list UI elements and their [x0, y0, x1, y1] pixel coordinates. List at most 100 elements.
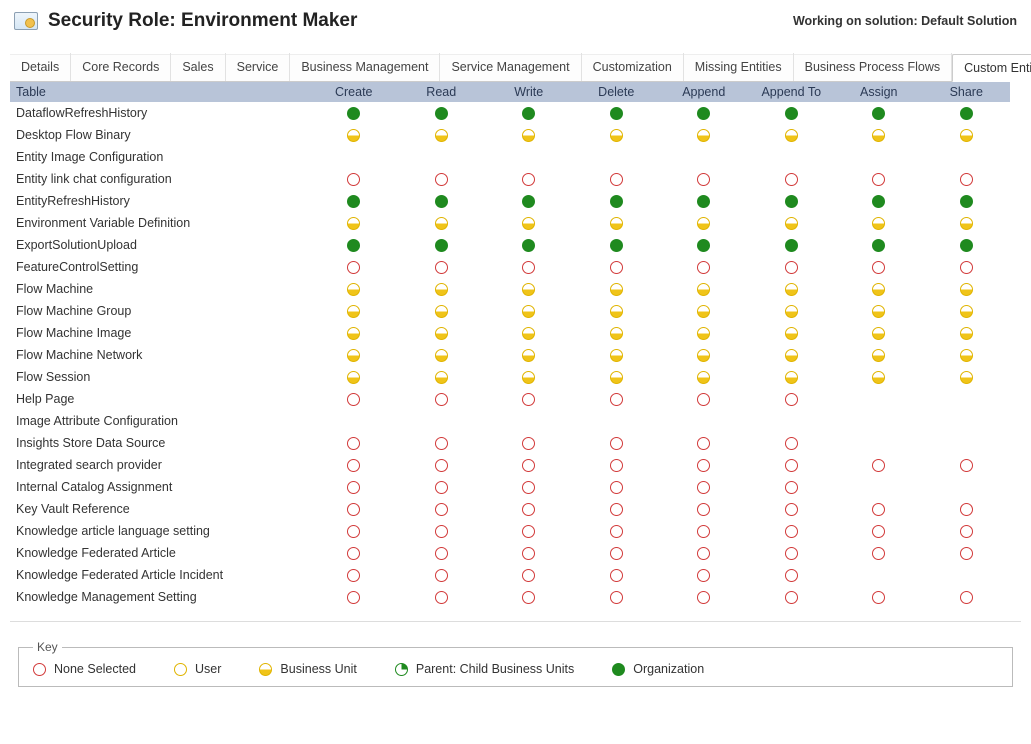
- privilege-dot-none[interactable]: [522, 503, 535, 516]
- privilege-dot-bu[interactable]: [347, 283, 360, 296]
- privilege-dot-org[interactable]: [610, 195, 623, 208]
- privilege-dot-bu[interactable]: [697, 217, 710, 230]
- privilege-dot-none[interactable]: [522, 481, 535, 494]
- privilege-dot-bu[interactable]: [610, 283, 623, 296]
- privilege-dot-org[interactable]: [697, 239, 710, 252]
- privilege-dot-none[interactable]: [610, 503, 623, 516]
- privilege-dot-bu[interactable]: [522, 283, 535, 296]
- privilege-dot-none[interactable]: [347, 547, 360, 560]
- privilege-dot-none[interactable]: [872, 261, 885, 274]
- tab-business-process-flows[interactable]: Business Process Flows: [794, 53, 952, 81]
- privilege-dot-none[interactable]: [697, 503, 710, 516]
- privilege-dot-none[interactable]: [435, 503, 448, 516]
- privilege-dot-org[interactable]: [610, 239, 623, 252]
- privilege-dot-bu[interactable]: [697, 327, 710, 340]
- privilege-dot-bu[interactable]: [785, 129, 798, 142]
- privilege-dot-none[interactable]: [435, 525, 448, 538]
- privilege-dot-none[interactable]: [347, 393, 360, 406]
- privilege-dot-bu[interactable]: [610, 217, 623, 230]
- privilege-dot-bu[interactable]: [697, 371, 710, 384]
- privilege-dot-none[interactable]: [697, 481, 710, 494]
- column-header-write[interactable]: Write: [485, 82, 573, 102]
- privilege-dot-none[interactable]: [872, 525, 885, 538]
- privilege-dot-none[interactable]: [785, 503, 798, 516]
- privilege-dot-none[interactable]: [610, 173, 623, 186]
- column-header-create[interactable]: Create: [310, 82, 398, 102]
- privilege-dot-bu[interactable]: [960, 217, 973, 230]
- privilege-dot-bu[interactable]: [522, 371, 535, 384]
- column-header-read[interactable]: Read: [398, 82, 486, 102]
- privilege-dot-bu[interactable]: [435, 283, 448, 296]
- privilege-dot-bu[interactable]: [960, 371, 973, 384]
- privilege-dot-org[interactable]: [435, 195, 448, 208]
- privilege-dot-bu[interactable]: [522, 217, 535, 230]
- privilege-dot-none[interactable]: [697, 393, 710, 406]
- privilege-dot-bu[interactable]: [785, 371, 798, 384]
- tab-core-records[interactable]: Core Records: [71, 53, 171, 81]
- privilege-dot-none[interactable]: [785, 591, 798, 604]
- privilege-dot-none[interactable]: [960, 547, 973, 560]
- privilege-dot-none[interactable]: [522, 569, 535, 582]
- tab-missing-entities[interactable]: Missing Entities: [684, 53, 794, 81]
- privilege-dot-none[interactable]: [960, 459, 973, 472]
- privilege-dot-none[interactable]: [347, 459, 360, 472]
- privilege-dot-bu[interactable]: [522, 349, 535, 362]
- privilege-dot-bu[interactable]: [697, 349, 710, 362]
- privilege-dot-none[interactable]: [785, 547, 798, 560]
- privilege-dot-none[interactable]: [435, 437, 448, 450]
- privilege-dot-bu[interactable]: [960, 129, 973, 142]
- privilege-dot-org[interactable]: [522, 107, 535, 120]
- privilege-dot-bu[interactable]: [610, 371, 623, 384]
- privilege-dot-bu[interactable]: [347, 327, 360, 340]
- privilege-dot-org[interactable]: [697, 107, 710, 120]
- privilege-dot-none[interactable]: [697, 261, 710, 274]
- privilege-dot-org[interactable]: [347, 107, 360, 120]
- privilege-dot-none[interactable]: [522, 173, 535, 186]
- privilege-dot-none[interactable]: [522, 437, 535, 450]
- privilege-dot-none[interactable]: [697, 569, 710, 582]
- privilege-dot-none[interactable]: [347, 173, 360, 186]
- column-header-assign[interactable]: Assign: [835, 82, 923, 102]
- tab-service[interactable]: Service: [226, 53, 291, 81]
- privilege-dot-org[interactable]: [960, 195, 973, 208]
- privilege-dot-none[interactable]: [697, 173, 710, 186]
- privilege-dot-none[interactable]: [347, 591, 360, 604]
- privilege-dot-none[interactable]: [347, 261, 360, 274]
- privilege-dot-org[interactable]: [435, 107, 448, 120]
- privilege-dot-none[interactable]: [347, 503, 360, 516]
- column-header-table[interactable]: Table: [10, 82, 310, 102]
- privilege-dot-bu[interactable]: [610, 305, 623, 318]
- privilege-dot-bu[interactable]: [435, 327, 448, 340]
- privilege-dot-none[interactable]: [610, 481, 623, 494]
- privilege-dot-bu[interactable]: [435, 129, 448, 142]
- privilege-grid-scroll[interactable]: TableCreateReadWriteDeleteAppendAppend T…: [10, 82, 1021, 622]
- tab-custom-entities[interactable]: Custom Entities: [952, 54, 1031, 82]
- privilege-dot-none[interactable]: [522, 525, 535, 538]
- privilege-dot-bu[interactable]: [610, 349, 623, 362]
- privilege-dot-none[interactable]: [960, 525, 973, 538]
- privilege-dot-none[interactable]: [610, 459, 623, 472]
- privilege-dot-none[interactable]: [872, 547, 885, 560]
- privilege-dot-none[interactable]: [697, 547, 710, 560]
- privilege-dot-org[interactable]: [785, 195, 798, 208]
- privilege-dot-bu[interactable]: [522, 305, 535, 318]
- privilege-dot-org[interactable]: [522, 239, 535, 252]
- privilege-dot-org[interactable]: [872, 107, 885, 120]
- privilege-dot-bu[interactable]: [960, 305, 973, 318]
- privilege-dot-org[interactable]: [347, 239, 360, 252]
- column-header-append-to[interactable]: Append To: [748, 82, 836, 102]
- privilege-dot-bu[interactable]: [522, 129, 535, 142]
- privilege-dot-none[interactable]: [697, 525, 710, 538]
- privilege-dot-org[interactable]: [522, 195, 535, 208]
- privilege-dot-org[interactable]: [697, 195, 710, 208]
- privilege-dot-none[interactable]: [610, 261, 623, 274]
- privilege-dot-bu[interactable]: [785, 305, 798, 318]
- privilege-dot-bu[interactable]: [960, 283, 973, 296]
- privilege-dot-bu[interactable]: [872, 129, 885, 142]
- privilege-dot-none[interactable]: [785, 459, 798, 472]
- privilege-dot-none[interactable]: [697, 459, 710, 472]
- tab-sales[interactable]: Sales: [171, 53, 225, 81]
- tab-business-management[interactable]: Business Management: [290, 53, 440, 81]
- privilege-dot-none[interactable]: [347, 569, 360, 582]
- privilege-dot-none[interactable]: [872, 459, 885, 472]
